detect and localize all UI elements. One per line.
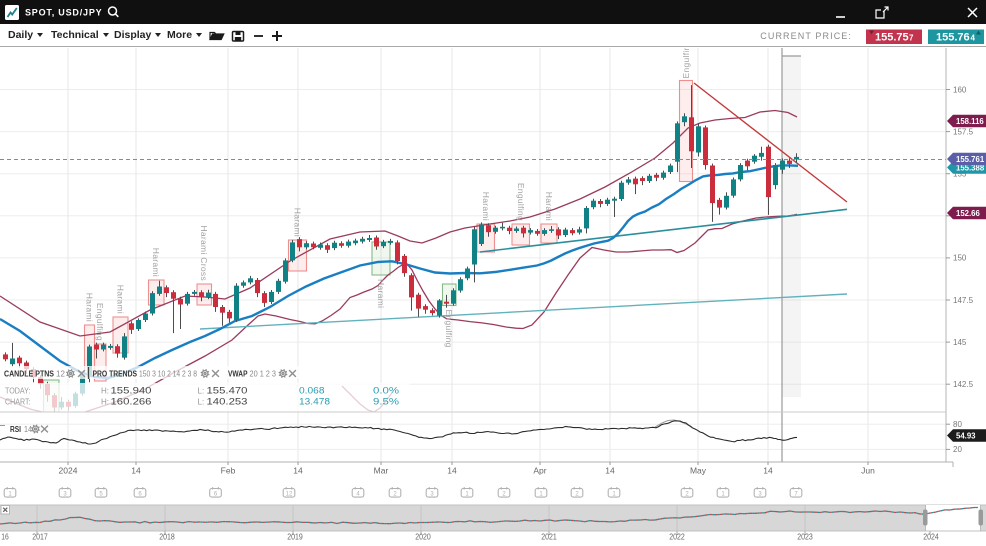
- svg-text:20 1 2 3: 20 1 2 3: [250, 370, 277, 379]
- svg-text:Harami: Harami: [85, 293, 95, 322]
- svg-text:5: 5: [99, 491, 103, 497]
- svg-text:2: 2: [575, 491, 579, 497]
- svg-text:Apr: Apr: [533, 466, 546, 476]
- svg-text:Harami: Harami: [376, 279, 386, 308]
- svg-text:2019: 2019: [287, 533, 303, 542]
- svg-text:6: 6: [214, 491, 218, 497]
- svg-text:CHART:: CHART:: [5, 398, 31, 407]
- svg-text:PRO TRENDS: PRO TRENDS: [93, 370, 138, 379]
- svg-text:3: 3: [63, 491, 67, 497]
- svg-text:140.253: 140.253: [207, 397, 248, 407]
- svg-text:20: 20: [953, 445, 962, 454]
- svg-text:0.0%: 0.0%: [373, 386, 399, 396]
- svg-text:54.93: 54.93: [956, 431, 976, 440]
- svg-text:4: 4: [356, 491, 360, 497]
- svg-text:L:: L:: [198, 387, 205, 396]
- svg-text:2017: 2017: [32, 533, 48, 542]
- svg-text:80: 80: [953, 420, 962, 429]
- svg-text:Harami: Harami: [544, 192, 554, 221]
- svg-text:158.116: 158.116: [956, 117, 984, 126]
- svg-text:14: 14: [763, 466, 773, 476]
- svg-text:CURRENT PRICE:: CURRENT PRICE:: [760, 31, 852, 41]
- svg-text:TODAY:: TODAY:: [5, 387, 31, 396]
- svg-text:2: 2: [502, 491, 506, 497]
- svg-text:7: 7: [794, 491, 798, 497]
- svg-text:Harami: Harami: [481, 192, 491, 221]
- svg-text:155.470: 155.470: [207, 386, 248, 396]
- svg-text:145: 145: [953, 338, 967, 347]
- svg-text:7: 7: [909, 34, 914, 43]
- svg-text:2: 2: [685, 491, 689, 497]
- svg-text:147.5: 147.5: [953, 296, 974, 305]
- svg-text:155.388: 155.388: [956, 163, 985, 172]
- svg-text:160.266: 160.266: [111, 397, 152, 407]
- svg-text:2024: 2024: [59, 466, 78, 476]
- svg-text:1: 1: [465, 491, 469, 497]
- svg-text:2023: 2023: [797, 533, 813, 542]
- svg-text:VWAP: VWAP: [228, 370, 248, 379]
- svg-text:152.66: 152.66: [956, 209, 981, 218]
- svg-text:155.76: 155.76: [936, 32, 970, 44]
- svg-text:Harami: Harami: [116, 285, 126, 314]
- svg-text:155.940: 155.940: [111, 386, 152, 396]
- svg-text:14: 14: [293, 466, 303, 476]
- svg-text:1: 1: [8, 491, 12, 497]
- svg-text:16: 16: [1, 533, 9, 542]
- svg-text:L:: L:: [198, 398, 205, 407]
- svg-text:RSI: RSI: [10, 425, 21, 434]
- svg-text:9.5%: 9.5%: [373, 397, 399, 407]
- svg-text:150: 150: [953, 254, 967, 263]
- svg-text:Engulfing: Engulfing: [681, 40, 691, 78]
- svg-text:142.5: 142.5: [953, 380, 974, 389]
- svg-text:Jun: Jun: [861, 466, 875, 476]
- svg-text:1: 1: [721, 491, 725, 497]
- svg-text:Harami: Harami: [293, 208, 303, 237]
- svg-text:Mar: Mar: [374, 466, 389, 476]
- svg-text:Harami Cross: Harami Cross: [199, 225, 209, 281]
- svg-text:SPOT, USD/JPY: SPOT, USD/JPY: [25, 8, 102, 18]
- svg-text:Engulfing: Engulfing: [444, 310, 454, 348]
- svg-text:6: 6: [138, 491, 142, 497]
- svg-text:14: 14: [24, 425, 32, 434]
- svg-text:2020: 2020: [415, 533, 431, 542]
- svg-text:CANDLE PTNS: CANDLE PTNS: [4, 370, 55, 379]
- svg-text:1: 1: [612, 491, 616, 497]
- svg-text:May: May: [690, 466, 707, 476]
- svg-text:H:: H:: [101, 398, 109, 407]
- svg-text:13.478: 13.478: [299, 397, 330, 407]
- svg-text:Engulfing: Engulfing: [95, 303, 105, 341]
- svg-text:12: 12: [56, 370, 65, 379]
- svg-text:157.5: 157.5: [953, 127, 974, 136]
- svg-text:12: 12: [286, 491, 293, 497]
- svg-text:2022: 2022: [669, 533, 685, 542]
- svg-text:14: 14: [131, 466, 141, 476]
- svg-text:14: 14: [447, 466, 457, 476]
- svg-text:14: 14: [605, 466, 615, 476]
- svg-text:2: 2: [393, 491, 397, 497]
- svg-text:H:: H:: [101, 387, 109, 396]
- svg-text:2021: 2021: [541, 533, 557, 542]
- svg-text:3: 3: [758, 491, 762, 497]
- svg-text:160: 160: [953, 85, 967, 94]
- svg-text:Harami: Harami: [151, 248, 161, 277]
- svg-text:4: 4: [971, 34, 976, 43]
- svg-text:155.761: 155.761: [956, 155, 985, 164]
- svg-text:Feb: Feb: [221, 466, 236, 476]
- svg-text:Engulfing: Engulfing: [516, 183, 526, 221]
- svg-text:155: 155: [953, 170, 967, 179]
- svg-text:3: 3: [430, 491, 434, 497]
- svg-text:0.068: 0.068: [299, 386, 325, 396]
- svg-text:2024: 2024: [923, 533, 939, 542]
- svg-text:150 3 10 2 14 2 3 8: 150 3 10 2 14 2 3 8: [139, 370, 197, 379]
- svg-text:2018: 2018: [159, 533, 175, 542]
- svg-text:1: 1: [539, 491, 543, 497]
- svg-text:155.75: 155.75: [875, 32, 909, 44]
